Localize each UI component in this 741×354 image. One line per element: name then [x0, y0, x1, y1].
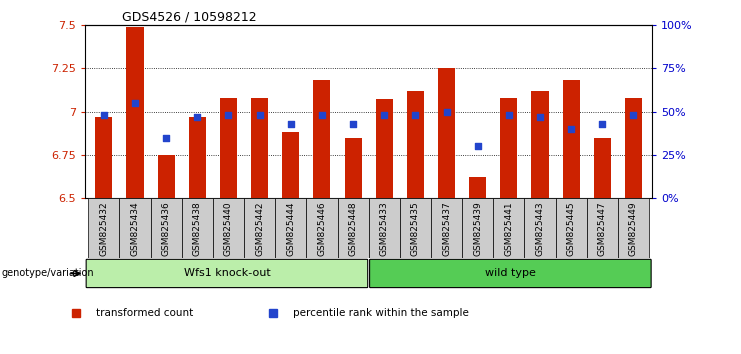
Text: wild type: wild type [485, 268, 536, 279]
Text: GSM825433: GSM825433 [379, 201, 389, 256]
Text: GSM825439: GSM825439 [473, 201, 482, 256]
Bar [306, 198, 337, 258]
Point [472, 143, 484, 149]
Point [316, 112, 328, 118]
Point [379, 112, 391, 118]
Text: GSM825442: GSM825442 [255, 201, 264, 256]
Point [191, 114, 203, 120]
Bar [368, 198, 400, 258]
Bar [407, 91, 424, 198]
Text: GSM825443: GSM825443 [536, 201, 545, 256]
Bar [400, 198, 431, 258]
Bar [150, 198, 182, 258]
Bar [182, 198, 213, 258]
Bar [275, 198, 306, 258]
Bar [376, 99, 393, 198]
Bar [594, 138, 611, 198]
Text: GSM825432: GSM825432 [99, 201, 108, 256]
Text: GSM825440: GSM825440 [224, 201, 233, 256]
Point [253, 112, 265, 118]
Bar [494, 198, 525, 258]
Text: GSM825438: GSM825438 [193, 201, 202, 256]
Bar [462, 198, 494, 258]
Bar [213, 198, 244, 258]
Bar [345, 138, 362, 198]
Text: GSM825448: GSM825448 [348, 201, 358, 256]
Text: GSM825434: GSM825434 [130, 201, 139, 256]
Point [503, 112, 515, 118]
Text: percentile rank within the sample: percentile rank within the sample [293, 308, 469, 318]
Point [565, 126, 577, 132]
Bar [127, 27, 144, 198]
Text: Wfs1 knock-out: Wfs1 knock-out [184, 268, 270, 279]
Point [410, 112, 422, 118]
Point [441, 109, 453, 114]
Text: GSM825436: GSM825436 [162, 201, 170, 256]
Text: GSM825435: GSM825435 [411, 201, 420, 256]
Bar [96, 117, 113, 198]
Bar [244, 198, 275, 258]
Bar [469, 177, 486, 198]
Bar [189, 117, 206, 198]
Bar [119, 198, 150, 258]
Text: GSM825449: GSM825449 [629, 201, 638, 256]
Point [628, 112, 639, 118]
Bar [500, 98, 517, 198]
Text: GSM825437: GSM825437 [442, 201, 451, 256]
Bar [282, 132, 299, 198]
Bar [251, 98, 268, 198]
Point [160, 135, 172, 140]
Point [285, 121, 296, 126]
Text: GSM825444: GSM825444 [286, 201, 295, 256]
Bar [562, 80, 579, 198]
Bar [556, 198, 587, 258]
Bar [88, 198, 119, 258]
Bar [587, 198, 618, 258]
Bar [525, 198, 556, 258]
Bar [438, 68, 455, 198]
Bar [431, 198, 462, 258]
Bar [618, 198, 649, 258]
Text: GSM825445: GSM825445 [567, 201, 576, 256]
Text: GSM825447: GSM825447 [598, 201, 607, 256]
Text: transformed count: transformed count [96, 308, 193, 318]
Text: GSM825441: GSM825441 [505, 201, 514, 256]
Point [222, 112, 234, 118]
Bar [337, 198, 368, 258]
Point [347, 121, 359, 126]
Text: GSM825446: GSM825446 [317, 201, 327, 256]
Text: GDS4526 / 10598212: GDS4526 / 10598212 [122, 10, 257, 23]
Point [597, 121, 608, 126]
Bar [220, 98, 237, 198]
FancyBboxPatch shape [86, 259, 368, 287]
Bar [625, 98, 642, 198]
Bar [313, 80, 330, 198]
Point [534, 114, 546, 120]
FancyBboxPatch shape [370, 259, 651, 287]
Text: genotype/variation: genotype/variation [1, 268, 94, 279]
Point [98, 112, 110, 118]
Bar [158, 155, 175, 198]
Point [129, 100, 141, 105]
Bar [531, 91, 548, 198]
